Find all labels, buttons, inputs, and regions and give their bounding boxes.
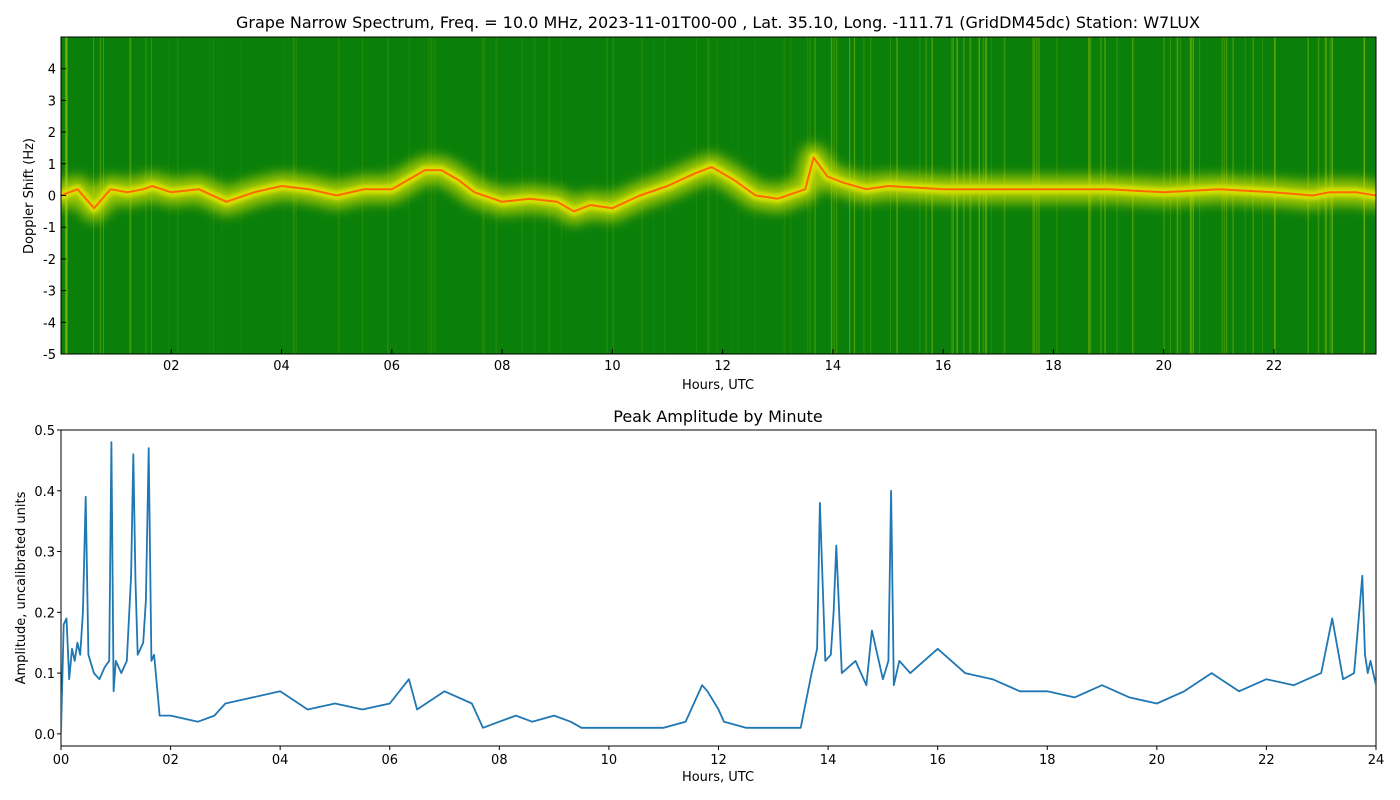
amplitude-x-tick-label: 20 xyxy=(1149,753,1166,768)
amplitude-x-tick-label: 22 xyxy=(1258,753,1275,768)
spectrogram-x-ticks: 02 04 06 08 10 12 14 16 18 20 22 xyxy=(163,349,1282,374)
spectrogram-y-tick-label: 1 xyxy=(48,158,56,173)
spectrogram-stripe xyxy=(731,37,733,354)
amplitude-x-tick-label: 02 xyxy=(162,753,179,768)
spectrogram-stripe xyxy=(836,37,838,354)
spectrogram-x-tick-label: 20 xyxy=(1155,359,1172,374)
spectrogram-plot-area xyxy=(61,37,1376,354)
spectrogram-x-tick-label: 14 xyxy=(825,359,842,374)
spectrogram-y-tick-label: -5 xyxy=(43,348,56,363)
spectrogram-y-axis-label: Doppler Shift (Hz) xyxy=(22,138,37,254)
amplitude-y-tick-label: 0.3 xyxy=(34,546,55,561)
amplitude-x-ticks: 00 02 04 06 08 10 12 14 16 18 20 22 24 xyxy=(53,746,1385,768)
spectrogram-y-tick-label: -1 xyxy=(43,221,56,236)
spectrogram-stripe xyxy=(830,37,832,354)
spectrogram-y-tick-label: -4 xyxy=(43,316,56,331)
amplitude-x-tick-label: 18 xyxy=(1039,753,1056,768)
amplitude-x-tick-label: 12 xyxy=(710,753,727,768)
spectrogram-stripe xyxy=(696,37,697,354)
spectrogram-y-ticks: -5 -4 -3 -2 -1 0 1 2 3 4 xyxy=(43,63,66,363)
spectrogram-y-tick-label: -2 xyxy=(43,253,56,268)
amplitude-y-tick-label: 0.5 xyxy=(34,424,55,439)
spectrogram-x-tick-label: 18 xyxy=(1045,359,1062,374)
amplitude-x-tick-label: 04 xyxy=(272,753,289,768)
spectrogram-stripe xyxy=(430,37,433,354)
amplitude-series-line xyxy=(61,441,1376,734)
spectrogram-x-tick-label: 12 xyxy=(714,359,731,374)
amplitude-x-tick-label: 08 xyxy=(491,753,508,768)
amplitude-y-ticks: 0.0 0.1 0.2 0.3 0.4 0.5 xyxy=(34,424,61,743)
spectrogram-y-tick-label: 0 xyxy=(48,190,56,205)
spectrogram-x-tick-label: 16 xyxy=(935,359,952,374)
amplitude-title: Peak Amplitude by Minute xyxy=(613,407,823,426)
spectrogram-y-tick-label: 2 xyxy=(48,126,56,141)
spectrogram-x-tick-label: 04 xyxy=(273,359,290,374)
amplitude-y-tick-label: 0.2 xyxy=(34,606,55,621)
amplitude-y-tick-label: 0.0 xyxy=(34,728,55,743)
doppler-trace-peak xyxy=(61,156,1376,213)
spectrogram-x-tick-label: 08 xyxy=(494,359,511,374)
spectrogram-x-tick-label: 22 xyxy=(1266,359,1283,374)
spectrogram-stripe xyxy=(707,37,708,354)
spectrogram-stripe xyxy=(831,37,833,354)
amplitude-x-axis-label: Hours, UTC xyxy=(682,770,754,785)
amplitude-x-tick-label: 24 xyxy=(1368,753,1385,768)
amplitude-x-tick-label: 06 xyxy=(381,753,398,768)
spectrogram-stripe xyxy=(427,37,429,354)
amplitude-x-tick-label: 14 xyxy=(820,753,837,768)
amplitude-x-tick-label: 10 xyxy=(601,753,618,768)
amplitude-x-tick-label: 16 xyxy=(929,753,946,768)
spectrogram-x-tick-label: 02 xyxy=(163,359,180,374)
amplitude-frame xyxy=(60,429,1377,747)
spectrogram-title: Grape Narrow Spectrum, Freq. = 10.0 MHz,… xyxy=(236,13,1200,32)
spectrogram-stripe xyxy=(434,37,436,354)
amplitude-x-tick-label: 00 xyxy=(53,753,70,768)
spectrogram-x-axis-label: Hours, UTC xyxy=(682,378,754,393)
spectrogram-y-tick-label: 4 xyxy=(48,63,56,78)
spectrogram-stripe xyxy=(708,37,710,354)
amplitude-y-tick-label: 0.4 xyxy=(34,485,55,500)
spectrogram-stripe xyxy=(833,37,835,354)
spectrogram-y-tick-label: 3 xyxy=(48,94,56,109)
spectrogram-x-tick-label: 10 xyxy=(604,359,621,374)
spectrogram-x-tick-label: 06 xyxy=(384,359,401,374)
spectrogram-y-tick-label: -3 xyxy=(43,285,56,300)
spectrogram-stripe xyxy=(716,37,719,354)
amplitude-y-axis-label: Amplitude, uncalibrated units xyxy=(14,491,29,684)
spectrogram-stripe xyxy=(408,37,410,354)
amplitude-y-tick-label: 0.1 xyxy=(34,667,55,682)
